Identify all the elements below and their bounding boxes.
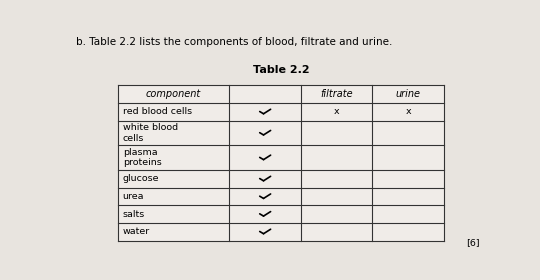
FancyBboxPatch shape bbox=[229, 85, 301, 103]
FancyBboxPatch shape bbox=[229, 121, 301, 145]
Text: urea: urea bbox=[123, 192, 144, 201]
FancyBboxPatch shape bbox=[301, 145, 373, 170]
FancyBboxPatch shape bbox=[118, 103, 229, 121]
Text: salts: salts bbox=[123, 210, 145, 219]
FancyBboxPatch shape bbox=[118, 223, 229, 241]
Text: b. Table 2.2 lists the components of blood, filtrate and urine.: b. Table 2.2 lists the components of blo… bbox=[76, 37, 392, 47]
FancyBboxPatch shape bbox=[373, 223, 444, 241]
FancyBboxPatch shape bbox=[301, 205, 373, 223]
FancyBboxPatch shape bbox=[229, 170, 301, 188]
FancyBboxPatch shape bbox=[229, 205, 301, 223]
FancyBboxPatch shape bbox=[118, 121, 229, 145]
FancyBboxPatch shape bbox=[118, 170, 229, 188]
Text: x: x bbox=[334, 107, 339, 116]
FancyBboxPatch shape bbox=[301, 188, 373, 205]
Text: component: component bbox=[146, 89, 201, 99]
Text: plasma
proteins: plasma proteins bbox=[123, 148, 161, 167]
Text: red blood cells: red blood cells bbox=[123, 107, 192, 116]
Text: x: x bbox=[406, 107, 411, 116]
FancyBboxPatch shape bbox=[373, 103, 444, 121]
FancyBboxPatch shape bbox=[373, 170, 444, 188]
FancyBboxPatch shape bbox=[118, 205, 229, 223]
Text: water: water bbox=[123, 227, 150, 236]
FancyBboxPatch shape bbox=[229, 188, 301, 205]
FancyBboxPatch shape bbox=[373, 121, 444, 145]
FancyBboxPatch shape bbox=[229, 223, 301, 241]
FancyBboxPatch shape bbox=[118, 145, 229, 170]
FancyBboxPatch shape bbox=[118, 85, 229, 103]
FancyBboxPatch shape bbox=[373, 85, 444, 103]
Text: [6]: [6] bbox=[466, 238, 480, 247]
FancyBboxPatch shape bbox=[373, 145, 444, 170]
FancyBboxPatch shape bbox=[373, 205, 444, 223]
Text: glucose: glucose bbox=[123, 174, 159, 183]
Text: filtrate: filtrate bbox=[320, 89, 353, 99]
Text: urine: urine bbox=[396, 89, 421, 99]
FancyBboxPatch shape bbox=[301, 121, 373, 145]
FancyBboxPatch shape bbox=[301, 223, 373, 241]
FancyBboxPatch shape bbox=[301, 85, 373, 103]
FancyBboxPatch shape bbox=[229, 145, 301, 170]
FancyBboxPatch shape bbox=[301, 103, 373, 121]
FancyBboxPatch shape bbox=[373, 188, 444, 205]
FancyBboxPatch shape bbox=[118, 188, 229, 205]
FancyBboxPatch shape bbox=[301, 170, 373, 188]
Text: Table 2.2: Table 2.2 bbox=[253, 65, 309, 75]
Text: white blood
cells: white blood cells bbox=[123, 123, 178, 143]
FancyBboxPatch shape bbox=[229, 103, 301, 121]
